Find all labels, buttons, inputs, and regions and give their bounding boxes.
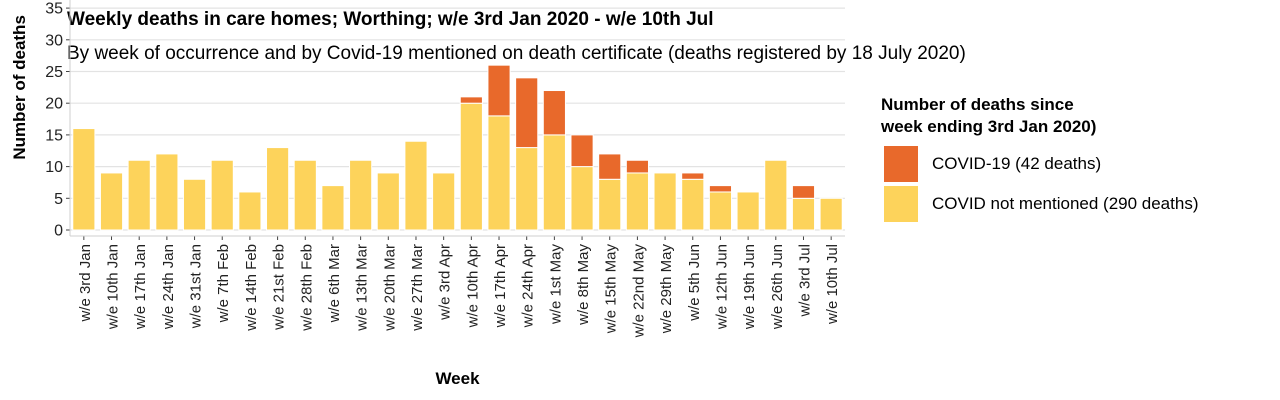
bar-not-mentioned	[570, 166, 594, 231]
bar-not-mentioned	[625, 172, 649, 231]
y-tick-label: 0	[54, 223, 63, 240]
legend-label-not-mentioned: COVID not mentioned (290 deaths)	[932, 194, 1199, 213]
bar-covid	[515, 77, 539, 149]
legend-item-not-mentioned: COVID not mentioned (290 deaths)	[884, 186, 1198, 222]
chart-title: Weekly deaths in care homes; Worthing; w…	[67, 9, 714, 30]
bar-covid	[487, 64, 511, 117]
x-tick-label: w/e 8th May	[575, 244, 592, 326]
bar-not-mentioned	[487, 115, 511, 231]
bar-not-mentioned	[266, 147, 290, 231]
bar-not-mentioned	[432, 172, 456, 231]
legend-swatch-covid	[884, 146, 918, 182]
x-tick-label: w/e 10th Apr	[464, 244, 481, 328]
bar-not-mentioned	[515, 147, 539, 231]
bar-covid	[625, 159, 649, 174]
x-tick-label: w/e 20th Mar	[381, 244, 398, 332]
bars	[72, 64, 843, 231]
x-tick-label: w/e 24th Jan	[160, 244, 177, 330]
x-tick-label: w/e 24th Apr	[520, 244, 537, 328]
bar-not-mentioned	[681, 178, 705, 231]
x-tick-label: w/e 5th Jun	[686, 244, 703, 322]
legend-item-covid: COVID-19 (42 deaths)	[884, 146, 1101, 182]
bar-not-mentioned	[155, 153, 179, 231]
x-tick-label: w/e 14th Feb	[243, 244, 260, 332]
x-tick-label: w/e 3rd Jan	[77, 244, 94, 323]
x-tick-label: w/e 28th Feb	[298, 244, 315, 332]
x-tick-label: w/e 13th Mar	[354, 244, 371, 332]
legend-title-line-1: Number of deaths since	[881, 95, 1074, 114]
x-tick-label: w/e 10th Jan	[105, 244, 122, 330]
x-tick-label: w/e 17th Apr	[492, 244, 509, 328]
y-tick-label: 25	[45, 64, 63, 81]
bar-not-mentioned	[376, 172, 400, 231]
y-tick-label: 20	[45, 96, 63, 113]
bar-not-mentioned	[72, 128, 96, 231]
x-tick-label: w/e 22nd May	[630, 244, 647, 339]
y-axis-label: Number of deaths	[10, 15, 29, 160]
y-tick-label: 30	[45, 32, 63, 49]
bar-not-mentioned	[321, 185, 345, 231]
x-tick-label: w/e 31st Jan	[188, 244, 205, 329]
bar-not-mentioned	[293, 159, 317, 231]
y-axis-ticks: 051015202530354045	[45, 1, 70, 240]
chart-subtitle: By week of occurrence and by Covid-19 me…	[67, 43, 966, 64]
legend-label-covid: COVID-19 (42 deaths)	[932, 154, 1102, 173]
bar-not-mentioned	[182, 178, 207, 231]
bar-not-mentioned	[819, 197, 843, 231]
bar-covid	[708, 185, 733, 193]
x-tick-label: w/e 1st May	[547, 244, 564, 326]
bar-not-mentioned	[238, 191, 262, 231]
bar-not-mentioned	[210, 159, 234, 231]
y-tick-label: 35	[45, 1, 63, 18]
bar-covid	[542, 90, 566, 136]
x-tick-label: w/e 17th Jan	[132, 244, 149, 330]
legend-swatch-not-mentioned	[884, 186, 918, 222]
x-tick-label: w/e 15th May	[603, 244, 620, 335]
bar-covid	[791, 185, 816, 199]
y-tick-label: 10	[45, 159, 63, 176]
bar-covid	[681, 172, 705, 180]
bar-not-mentioned	[127, 159, 151, 231]
bar-not-mentioned	[598, 178, 622, 231]
x-tick-label: w/e 7th Feb	[215, 244, 232, 323]
x-axis-label: Week	[435, 369, 480, 388]
bar-not-mentioned	[736, 191, 760, 231]
x-tick-label: w/e 21st Feb	[271, 244, 288, 331]
x-axis-ticks: w/e 3rd Jan w/e 10th Jan w/e 17th Jan w/e 2…	[77, 236, 841, 338]
bar-not-mentioned	[791, 197, 816, 231]
x-tick-label: w/e 26th Jun	[769, 244, 786, 330]
bar-not-mentioned	[404, 140, 428, 231]
bar-not-mentioned	[459, 102, 483, 231]
bar-not-mentioned	[653, 172, 677, 231]
y-tick-label: 5	[54, 191, 63, 208]
bar-not-mentioned	[764, 159, 788, 231]
bar-covid	[570, 134, 594, 168]
bar-not-mentioned	[99, 172, 124, 231]
bar-not-mentioned	[542, 134, 566, 231]
x-tick-label: w/e 6th Mar	[326, 244, 343, 323]
x-tick-label: w/e 29th May	[658, 244, 675, 335]
x-tick-label: w/e 10th Jul	[824, 244, 841, 325]
legend-title: Number of deaths since week ending 3rd J…	[881, 94, 1181, 138]
y-tick-label: 15	[45, 127, 63, 144]
x-tick-label: w/e 27th Mar	[409, 244, 426, 332]
x-tick-label: w/e 19th Jun	[741, 244, 758, 330]
x-tick-label: w/e 12th Jun	[713, 244, 730, 330]
bar-covid	[598, 153, 622, 180]
legend-title-line-2: week ending 3rd Jan 2020)	[881, 117, 1097, 136]
x-tick-label: w/e 3rd Apr	[437, 244, 454, 321]
bar-not-mentioned	[349, 159, 373, 231]
x-tick-label: w/e 3rd Jul	[796, 244, 813, 318]
bar-covid	[459, 96, 483, 104]
bar-not-mentioned	[708, 191, 733, 231]
